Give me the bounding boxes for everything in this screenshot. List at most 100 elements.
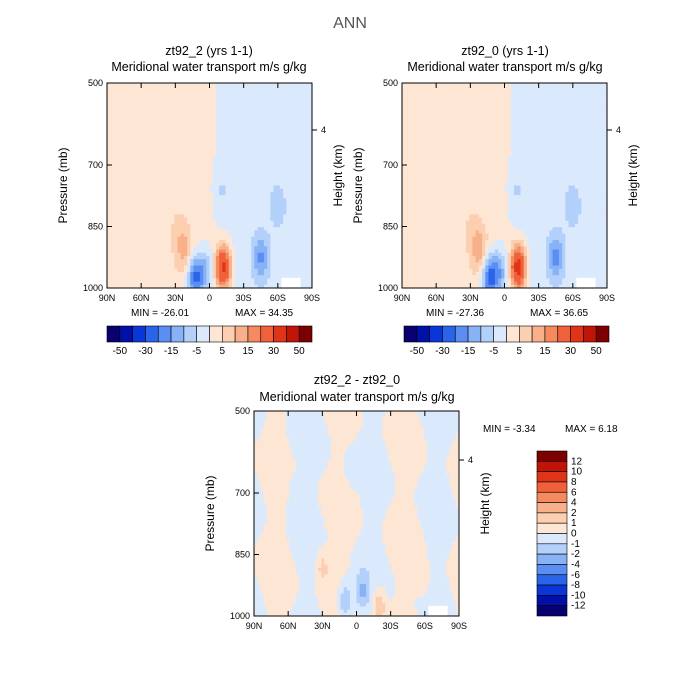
contour-field	[107, 83, 313, 289]
contour-cell	[142, 230, 146, 234]
contour-cell	[107, 121, 111, 126]
contour-cell	[187, 89, 191, 94]
contour-cell	[299, 255, 303, 260]
contour-cell	[222, 268, 226, 273]
contour-cell	[187, 236, 191, 241]
contour-cell	[113, 278, 118, 282]
contour-cell	[142, 108, 146, 113]
contour-cell	[126, 198, 130, 202]
contour-cell	[254, 255, 258, 260]
contour-cell	[123, 227, 127, 231]
contour-cell	[167, 191, 172, 196]
contour-cell	[558, 99, 563, 103]
contour-cell	[443, 102, 448, 106]
contour-cell	[414, 118, 419, 122]
contour-cell	[251, 239, 255, 244]
contour-cell	[421, 111, 425, 116]
contour-cell	[126, 163, 130, 167]
contour-cell	[145, 246, 150, 250]
panel-zt92-2: zt92_2 (yrs 1-1) Meridional water transp…	[56, 44, 345, 357]
contour-cell	[171, 147, 175, 151]
contour-cell	[514, 86, 518, 90]
contour-cell	[155, 140, 159, 145]
contour-cell	[299, 284, 303, 289]
contour-cell	[110, 115, 114, 119]
contour-cell	[199, 275, 204, 279]
contour-cell	[158, 239, 162, 244]
contour-cell	[139, 236, 143, 241]
contour-cell	[132, 150, 137, 154]
contour-cell	[305, 195, 310, 199]
contour-cell	[107, 95, 111, 100]
contour-cell	[308, 185, 313, 190]
contour-cell	[225, 92, 230, 97]
contour-cell	[584, 89, 589, 94]
contour-cell	[222, 249, 226, 254]
contour-cell	[180, 102, 185, 106]
contour-cell	[308, 179, 313, 183]
contour-cell	[219, 278, 223, 282]
contour-cell	[139, 108, 143, 113]
contour-cell	[276, 227, 281, 231]
contour-cell	[308, 284, 313, 289]
contour-cell	[603, 95, 608, 100]
contour-cell	[584, 108, 589, 113]
contour-cell	[180, 179, 185, 183]
contour-cell	[174, 271, 178, 276]
contour-cell	[215, 83, 220, 87]
contour-cell	[302, 89, 306, 94]
contour-cell	[167, 137, 172, 142]
contour-cell	[295, 134, 300, 138]
contour-cell	[231, 271, 236, 276]
contour-cell	[171, 124, 175, 129]
contour-cell	[155, 265, 159, 270]
contour-cell	[183, 198, 188, 202]
contour-cell	[270, 211, 274, 215]
contour-cell	[142, 150, 146, 154]
contour-cell	[286, 172, 290, 177]
contour-cell	[533, 95, 537, 100]
contour-cell	[151, 214, 156, 218]
contour-cell	[129, 166, 134, 170]
contour-cell	[113, 252, 118, 257]
contour-cell	[279, 108, 284, 113]
contour-cell	[241, 271, 246, 276]
contour-cell	[219, 201, 223, 206]
contour-cell	[161, 86, 166, 90]
contour-cell	[116, 156, 121, 161]
contour-cell	[215, 92, 220, 97]
contour-cell	[231, 243, 236, 247]
contour-cell	[158, 278, 162, 282]
contour-cell	[270, 172, 274, 177]
contour-cell	[193, 169, 198, 174]
contour-cell	[116, 259, 121, 263]
contour-cell	[139, 246, 143, 250]
contour-cell	[283, 243, 287, 247]
contour-cell	[177, 284, 182, 289]
contour-cell	[219, 271, 223, 276]
contour-cell	[552, 92, 557, 97]
contour-cell	[119, 268, 124, 273]
contour-cell	[190, 127, 194, 132]
contour-cell	[235, 156, 239, 161]
contour-cell	[292, 217, 297, 222]
contour-cell	[199, 252, 204, 257]
contour-cell	[530, 105, 534, 110]
contour-cell	[161, 220, 166, 225]
contour-cell	[110, 211, 114, 215]
contour-cell	[456, 102, 461, 106]
contour-cell	[273, 105, 278, 110]
contour-cell	[254, 204, 258, 209]
contour-cell	[289, 137, 294, 142]
contour-cell	[578, 92, 582, 97]
contour-cell	[231, 131, 236, 135]
contour-cell	[526, 83, 531, 87]
contour-cell	[123, 153, 127, 158]
contour-cell	[603, 99, 608, 103]
contour-cell	[430, 111, 435, 116]
contour-cell	[206, 252, 210, 257]
contour-cell	[254, 115, 258, 119]
contour-cell	[135, 268, 140, 273]
contour-cell	[305, 105, 310, 110]
contour-cell	[430, 99, 435, 103]
